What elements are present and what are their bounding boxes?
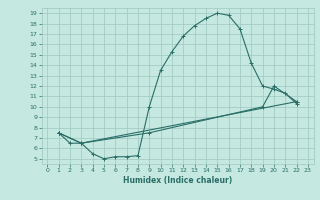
- X-axis label: Humidex (Indice chaleur): Humidex (Indice chaleur): [123, 176, 232, 185]
